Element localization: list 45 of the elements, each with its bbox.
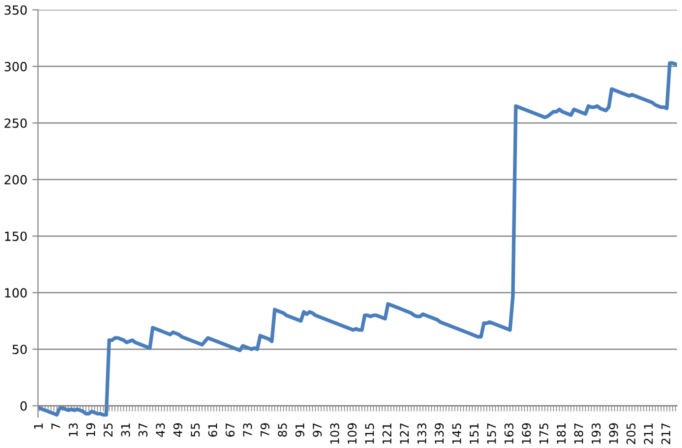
x-tick-label: 133 <box>417 423 426 444</box>
y-tick-label: 200 <box>4 175 27 184</box>
x-tick-label: 25 <box>104 423 113 437</box>
y-tick-label: 50 <box>12 344 27 354</box>
x-tick-label: 145 <box>452 423 462 444</box>
x-tick-label: 67 <box>226 423 235 437</box>
x-tick-label: 61 <box>208 424 218 437</box>
x-tick-label: 31 <box>121 424 130 437</box>
x-tick-label: 181 <box>556 424 566 444</box>
x-tick-label: 103 <box>330 423 340 444</box>
x-tick-label: 49 <box>173 423 182 437</box>
x-tick-label: 7 <box>52 423 60 429</box>
x-tick-label: 109 <box>348 423 357 444</box>
y-tick-label: 150 <box>5 232 27 242</box>
x-tick-label: 211 <box>644 424 653 444</box>
x-tick-label: 157 <box>487 423 496 444</box>
x-tick-label: 1 <box>34 424 43 429</box>
x-tick-label: 139 <box>434 423 444 444</box>
x-tick-label: 13 <box>68 423 78 436</box>
x-tick-label: 115 <box>365 423 374 444</box>
y-tick-label: 0 <box>20 401 27 411</box>
x-tick-label: 121 <box>382 424 392 444</box>
x-tick-label: 187 <box>574 423 584 444</box>
x-tick-label: 73 <box>243 423 252 436</box>
y-tick-label: 100 <box>5 288 27 298</box>
x-tick-label: 85 <box>278 423 287 437</box>
x-tick-label: 175 <box>540 423 548 444</box>
x-tick-label: 199 <box>609 423 618 444</box>
x-tick-label: 79 <box>260 423 270 436</box>
y-tick-label: 250 <box>4 118 27 128</box>
x-tick-label: 19 <box>86 423 96 436</box>
x-tick-label: 37 <box>138 423 148 437</box>
x-tick-label: 193 <box>592 423 601 444</box>
x-tick-label: 43 <box>156 423 165 437</box>
x-tick-label: 97 <box>312 423 322 437</box>
x-tick-label: 151 <box>470 424 479 444</box>
x-tick-label: 205 <box>626 423 636 444</box>
x-tick-label: 55 <box>190 423 200 437</box>
x-tick-label: 127 <box>400 423 409 444</box>
y-tick-label: 300 <box>4 62 27 72</box>
x-tick-label: 169 <box>522 423 531 444</box>
x-tick-label: 163 <box>504 423 514 444</box>
x-tick-label: 217 <box>661 423 670 444</box>
y-tick-label: 350 <box>4 5 27 15</box>
x-tick-label: 91 <box>295 424 304 437</box>
